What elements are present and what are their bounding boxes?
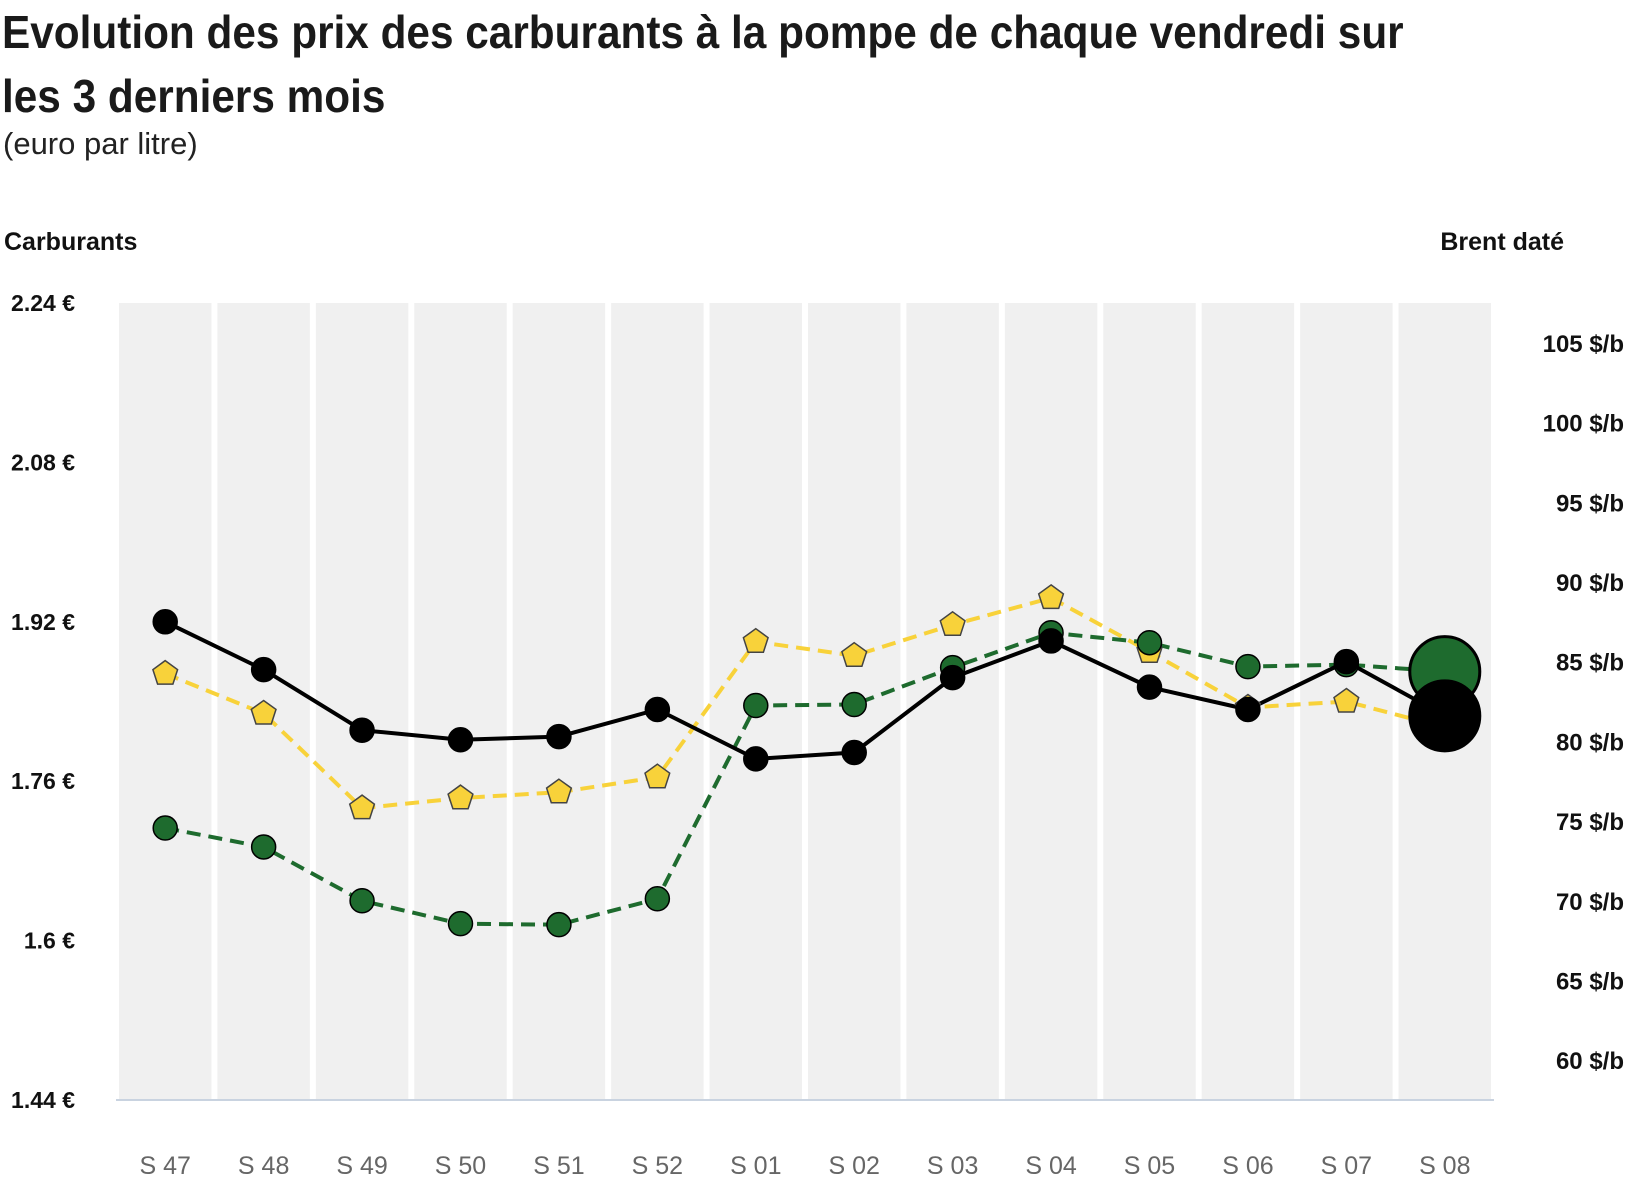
plot-column-band bbox=[512, 303, 606, 1100]
left-axis-tick-label: 2.24 € bbox=[11, 290, 75, 316]
left-axis-tick-label: 1.6 € bbox=[24, 928, 75, 954]
series-yellow-point bbox=[250, 699, 277, 725]
series-yellow-point bbox=[348, 794, 376, 820]
series-yellow-line bbox=[164, 595, 1446, 811]
plot-column-band bbox=[414, 303, 507, 1100]
series-green-point bbox=[447, 910, 474, 937]
series-markers bbox=[152, 583, 1482, 938]
right-axis-tick-label: 70 $/b bbox=[1556, 889, 1624, 916]
x-axis-tick-label: S 49 bbox=[336, 1152, 387, 1180]
series-yellow-point bbox=[742, 627, 769, 653]
x-axis-tick-label: S 01 bbox=[730, 1152, 781, 1180]
right-axis-tick-label: 105 $/b bbox=[1543, 331, 1624, 358]
series-black-point bbox=[250, 656, 277, 683]
series-green-point bbox=[1235, 653, 1261, 680]
x-axis-tick-label: S 05 bbox=[1124, 1152, 1175, 1180]
right-axis-title: Brent daté bbox=[1440, 228, 1564, 256]
right-axis-tick-label: 85 $/b bbox=[1556, 650, 1624, 677]
left-axis-tick-label: 1.76 € bbox=[11, 768, 75, 794]
series-black-point bbox=[1136, 674, 1163, 700]
series-black-point bbox=[1408, 679, 1482, 753]
x-axis-tick-label: S 47 bbox=[139, 1152, 190, 1180]
series-black-point bbox=[152, 609, 178, 635]
series-yellow-point bbox=[644, 763, 671, 789]
series-green-point bbox=[1136, 629, 1163, 656]
plot-background-bands bbox=[119, 303, 1491, 1100]
x-axis-tick-label: S 51 bbox=[533, 1152, 584, 1180]
series-yellow-point bbox=[152, 659, 179, 685]
series-black-point bbox=[1038, 628, 1064, 654]
series-green-line bbox=[164, 630, 1445, 927]
series-yellow-point bbox=[841, 641, 868, 667]
left-axis-title: Carburants bbox=[4, 228, 138, 256]
right-axis-tick-label: 100 $/b bbox=[1543, 411, 1624, 438]
x-axis-tick-label: S 48 bbox=[238, 1152, 289, 1180]
series-green-point bbox=[546, 911, 572, 938]
series-black-point bbox=[841, 739, 867, 766]
x-axis-tick-label: S 52 bbox=[632, 1152, 683, 1180]
series-black-point bbox=[1333, 648, 1360, 675]
series-green-point bbox=[250, 834, 277, 860]
series-lines bbox=[164, 595, 1446, 927]
plot-column-band bbox=[1004, 303, 1098, 1100]
right-axis-tick-label: 90 $/b bbox=[1556, 570, 1624, 597]
series-black-point bbox=[644, 696, 671, 723]
x-axis-tick-label: S 08 bbox=[1419, 1152, 1470, 1180]
left-axis-tick-label: 2.08 € bbox=[11, 449, 75, 475]
chart-title: Evolution des prix des carburants à la p… bbox=[2, 6, 1404, 122]
series-green-point bbox=[743, 692, 769, 719]
series-green-point bbox=[644, 886, 671, 912]
plot-column-band bbox=[1103, 303, 1196, 1100]
right-axis-tick-label: 60 $/b bbox=[1556, 1048, 1624, 1075]
series-yellow-point bbox=[1333, 687, 1360, 713]
series-green-point bbox=[152, 815, 178, 841]
series-black-point bbox=[546, 723, 572, 750]
series-yellow-point bbox=[447, 784, 474, 810]
series-green-point bbox=[349, 888, 375, 914]
right-axis-tick-label: 65 $/b bbox=[1556, 968, 1624, 995]
series-yellow-point bbox=[1037, 583, 1065, 610]
series-black-point bbox=[1235, 696, 1261, 723]
x-axis-tick-label: S 50 bbox=[435, 1152, 486, 1180]
left-axis-tick-label: 1.44 € bbox=[11, 1087, 75, 1113]
series-black-point bbox=[447, 727, 474, 753]
series-yellow-point bbox=[939, 610, 966, 637]
series-black-point bbox=[349, 717, 375, 743]
series-yellow-point bbox=[545, 778, 573, 804]
series-black-point bbox=[939, 664, 966, 691]
left-axis-tick-label: 1.92 € bbox=[11, 609, 75, 635]
x-axis-tick-label: S 04 bbox=[1025, 1152, 1077, 1180]
axis-tick-labels: 2.24 € 2.08 € 1.92 € 1.76 € 1.6 € 1.44 € 105 $… bbox=[11, 290, 1624, 1180]
chart-subtitle: (euro par litre) bbox=[3, 126, 198, 161]
right-axis-tick-label: 95 $/b bbox=[1556, 490, 1624, 517]
series-black-point bbox=[743, 746, 769, 772]
x-axis-tick-label: S 03 bbox=[927, 1152, 978, 1180]
x-axis-tick-label: S 06 bbox=[1222, 1152, 1273, 1180]
right-axis-tick-label: 75 $/b bbox=[1556, 809, 1624, 836]
x-axis-tick-label: S 02 bbox=[828, 1152, 879, 1180]
series-green-point bbox=[841, 691, 867, 718]
plot-column-band bbox=[119, 303, 212, 1100]
series-black-line bbox=[164, 620, 1446, 761]
plot-column-band bbox=[315, 303, 409, 1100]
x-axis-tick-label: S 07 bbox=[1321, 1152, 1372, 1180]
right-axis-tick-label: 80 $/b bbox=[1556, 729, 1624, 756]
